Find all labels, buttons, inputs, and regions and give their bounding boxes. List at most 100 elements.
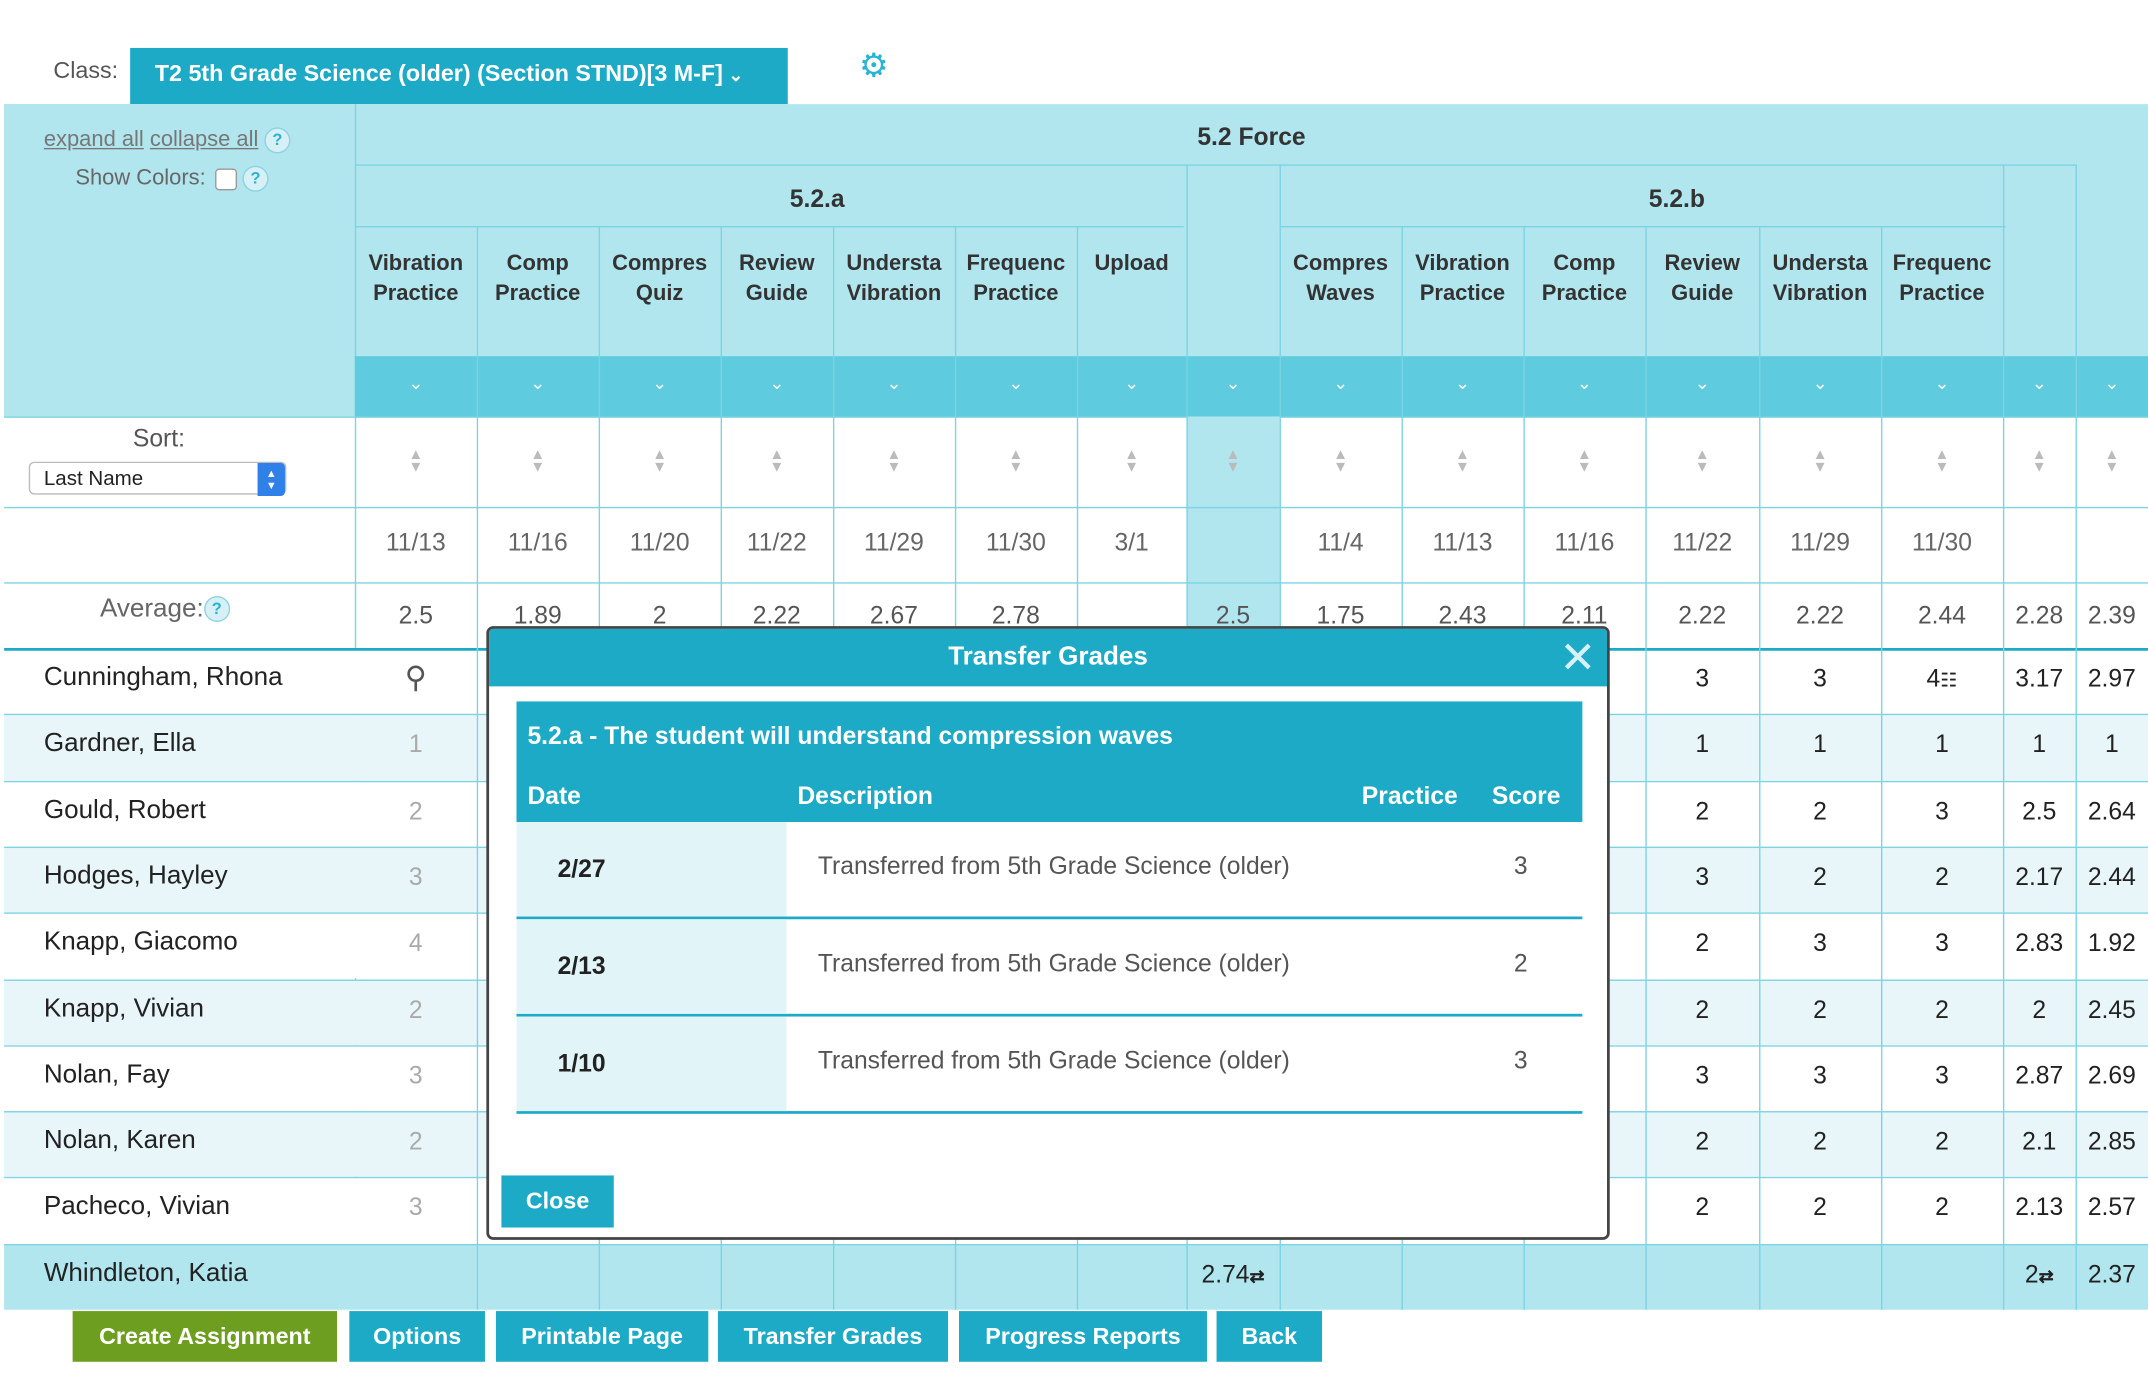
class-select[interactable]: T2 5th Grade Science (older) (Section ST…: [130, 47, 788, 105]
sort-icon[interactable]: ▲ ▼: [408, 446, 424, 476]
student-name[interactable]: Gould, Robert: [43, 795, 206, 825]
grade-cell[interactable]: 1: [1645, 731, 1759, 760]
grade-cell[interactable]: 1: [2003, 731, 2076, 760]
grade-cell[interactable]: 3: [1881, 929, 2003, 958]
grade-cell[interactable]: 3: [408, 862, 423, 891]
grade-cell[interactable]: 2.85: [2076, 1128, 2148, 1157]
sort-icon[interactable]: ▲ ▼: [1576, 446, 1592, 476]
chevron-down-icon[interactable]: ⌄: [2104, 372, 2120, 394]
grade-cell[interactable]: 2: [2003, 995, 2076, 1024]
column-header[interactable]: Frequenc Practice: [955, 249, 1077, 309]
column-header[interactable]: Review Guide: [721, 249, 833, 309]
sort-icon[interactable]: ▲ ▼: [1225, 446, 1241, 476]
grade-cell[interactable]: 4: [408, 929, 423, 957]
grade-cell[interactable]: 2.1: [2003, 1128, 2076, 1157]
grade-cell[interactable]: 3: [1645, 1061, 1759, 1090]
chevron-down-icon[interactable]: ⌄: [1225, 372, 1241, 394]
chevron-down-icon[interactable]: ⌄: [2031, 372, 2047, 394]
column-header[interactable]: Comp Practice: [1523, 249, 1645, 309]
sorted-column[interactable]: [1186, 416, 1280, 649]
grade-cell[interactable]: 1: [408, 730, 423, 759]
help-icon[interactable]: ?: [242, 165, 269, 192]
grade-cell[interactable]: 2: [408, 1127, 423, 1156]
close-icon[interactable]: ✕: [1559, 632, 1597, 683]
grade-cell[interactable]: 2: [1759, 863, 1881, 892]
student-name[interactable]: Hodges, Hayley: [43, 861, 228, 891]
grade-cell[interactable]: 2: [408, 995, 423, 1023]
grade-cell[interactable]: 3: [1881, 797, 2003, 826]
grade-cell[interactable]: 1: [1881, 731, 2003, 760]
help-icon[interactable]: ?: [203, 596, 230, 623]
grade-cell[interactable]: 3: [1759, 929, 1881, 958]
modal-close-button[interactable]: Close: [501, 1175, 614, 1228]
chevron-down-icon[interactable]: ⌄: [1455, 372, 1470, 394]
grade-cell[interactable]: 3: [1645, 664, 1759, 693]
column-header[interactable]: Understa Vibration: [1759, 249, 1881, 309]
chevron-down-icon[interactable]: ⌄: [1694, 372, 1710, 394]
chevron-down-icon[interactable]: ⌄: [652, 372, 668, 394]
grade-cell[interactable]: 1: [1759, 731, 1881, 760]
grade-cell[interactable]: 2⇄: [2003, 1260, 2076, 1289]
grade-cell[interactable]: 2: [1759, 1194, 1881, 1223]
sort-icon[interactable]: ▲ ▼: [1694, 446, 1710, 476]
grade-cell[interactable]: 2.13: [2003, 1194, 2076, 1223]
grade-cell[interactable]: 2.45: [2076, 995, 2148, 1024]
options-button[interactable]: Options: [349, 1311, 485, 1362]
grade-cell[interactable]: 2.87: [2003, 1061, 2076, 1090]
printable-page-button[interactable]: Printable Page: [495, 1311, 709, 1362]
grade-cell[interactable]: 2.5: [2003, 797, 2076, 826]
sort-icon[interactable]: ▲ ▼: [1008, 446, 1024, 476]
column-header[interactable]: Upload: [1077, 249, 1187, 279]
grade-cell[interactable]: 2: [1645, 995, 1759, 1024]
show-colors-checkbox[interactable]: [214, 167, 237, 190]
grade-cell[interactable]: 2: [1645, 1194, 1759, 1223]
column-header[interactable]: Review Guide: [1645, 249, 1759, 309]
column-header[interactable]: Vibration Practice: [355, 249, 477, 309]
grade-cell[interactable]: 2.97: [2076, 664, 2148, 693]
collapse-all-link[interactable]: collapse all: [149, 128, 259, 152]
grade-cell[interactable]: 2: [1759, 797, 1881, 826]
grade-cell[interactable]: 3: [408, 1193, 423, 1222]
search-icon[interactable]: ⚲: [404, 660, 427, 695]
expand-all-link[interactable]: expand all: [43, 128, 144, 152]
column-header[interactable]: Vibration Practice: [1402, 249, 1524, 309]
grade-cell[interactable]: 2.64: [2076, 797, 2148, 826]
grade-cell[interactable]: 3: [408, 1061, 423, 1089]
sort-icon[interactable]: ▲ ▼: [1124, 446, 1140, 476]
gear-icon[interactable]: ⚙: [858, 47, 889, 85]
sort-icon[interactable]: ▲ ▼: [2031, 446, 2047, 476]
chevron-down-icon[interactable]: ⌄: [1934, 372, 1950, 394]
back-button[interactable]: Back: [1216, 1311, 1323, 1362]
chevron-down-icon[interactable]: ⌄: [1812, 372, 1828, 394]
grade-cell[interactable]: 2: [1645, 1128, 1759, 1157]
grade-cell[interactable]: 2: [408, 796, 423, 825]
create-assignment-button[interactable]: Create Assignment: [72, 1311, 338, 1362]
transfer-grades-button[interactable]: Transfer Grades: [717, 1311, 949, 1362]
grade-cell[interactable]: 2: [1881, 1194, 2003, 1223]
grade-cell[interactable]: 2: [1645, 929, 1759, 958]
sort-icon[interactable]: ▲ ▼: [2104, 446, 2120, 476]
grade-cell[interactable]: 3: [1645, 863, 1759, 892]
grade-cell[interactable]: 3: [1881, 1061, 2003, 1090]
sort-icon[interactable]: ▲ ▼: [1934, 446, 1950, 476]
grade-cell[interactable]: 2: [1759, 995, 1881, 1024]
column-header[interactable]: Understa Vibration: [833, 249, 955, 309]
column-header[interactable]: Compres Waves: [1280, 249, 1402, 309]
grade-cell[interactable]: 1: [2076, 731, 2148, 760]
chevron-down-icon[interactable]: ⌄: [1008, 372, 1024, 394]
grade-cell[interactable]: 2: [1645, 797, 1759, 826]
student-name[interactable]: Nolan, Karen: [43, 1126, 196, 1156]
grade-cell[interactable]: 4☷: [1881, 664, 2003, 693]
chevron-down-icon[interactable]: ⌄: [769, 372, 785, 394]
grade-cell[interactable]: 2.57: [2076, 1194, 2148, 1223]
grade-cell[interactable]: 2.69: [2076, 1061, 2148, 1090]
chevron-down-icon[interactable]: ⌄: [1333, 372, 1349, 394]
grade-cell[interactable]: 2: [1759, 1128, 1881, 1157]
grade-cell[interactable]: 3.17: [2003, 664, 2076, 693]
column-header[interactable]: Compres Quiz: [599, 249, 721, 309]
grade-cell[interactable]: 2.83: [2003, 929, 2076, 958]
grade-cell[interactable]: 2.17: [2003, 863, 2076, 892]
sort-icon[interactable]: ▲ ▼: [652, 446, 668, 476]
student-name[interactable]: Pacheco, Vivian: [43, 1192, 231, 1222]
help-icon[interactable]: ?: [264, 127, 291, 154]
